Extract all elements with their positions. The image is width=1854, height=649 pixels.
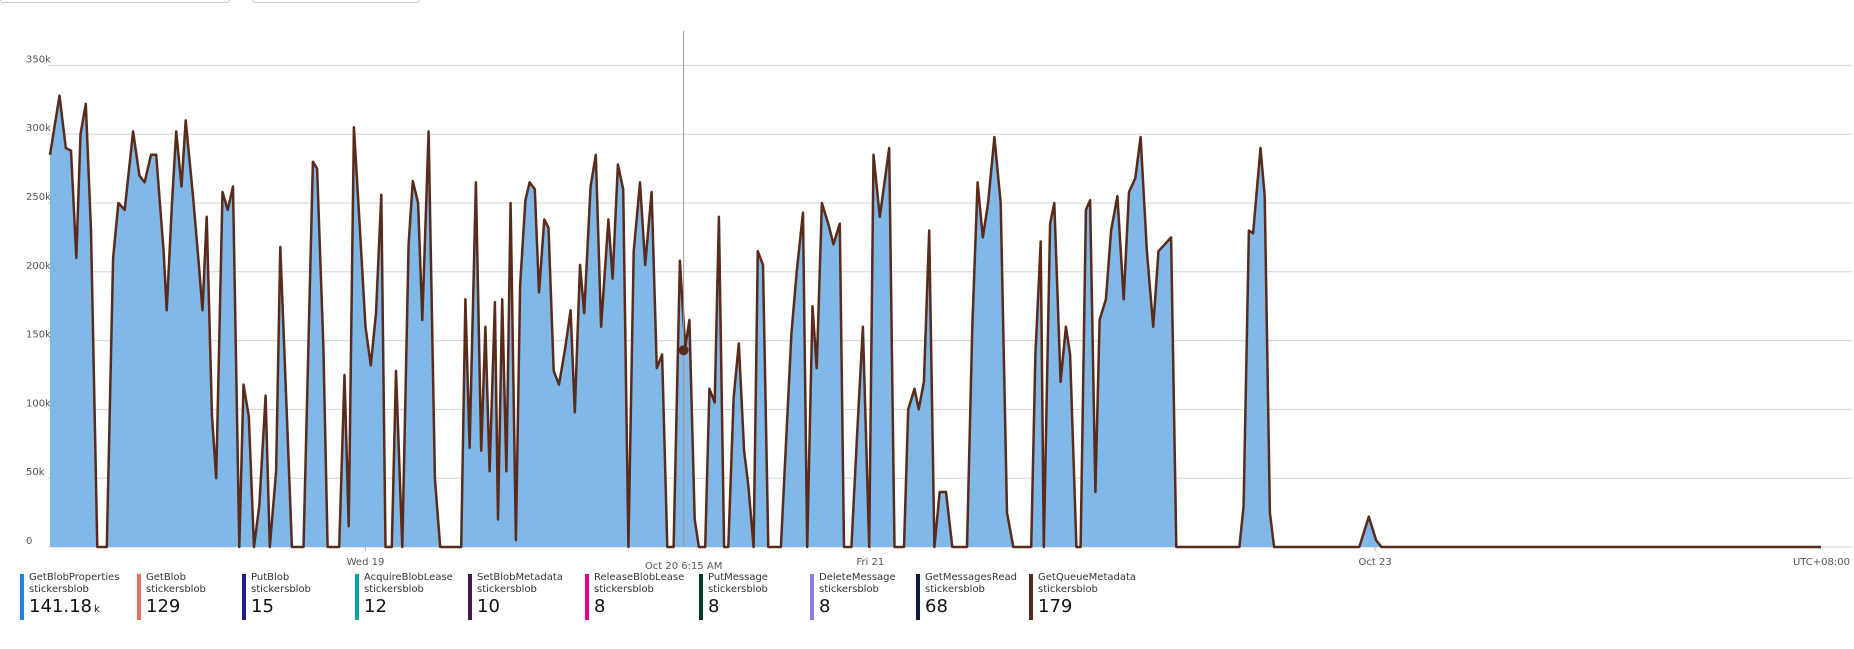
legend-item[interactable]: GetBlobProperties stickersblob 141.18 k (20, 572, 119, 620)
tab[interactable] (252, 0, 420, 3)
y-tick-label: 300k (26, 123, 51, 134)
legend-resource: stickersblob (477, 584, 537, 595)
legend-name: DeleteMessage (819, 572, 896, 583)
legend-item[interactable]: PutBlob stickersblob 15 (242, 572, 311, 620)
legend-value: 8 (708, 596, 720, 617)
legend-item[interactable]: PutMessage stickersblob 8 (699, 572, 768, 620)
legend-name: GetBlob (146, 572, 186, 583)
legend-swatch (20, 574, 24, 620)
legend-resource: stickersblob (146, 584, 206, 595)
tab[interactable] (0, 0, 230, 3)
legend-resource: stickersblob (925, 584, 985, 595)
legend-item[interactable]: GetQueueMetadata stickersblob 179 (1029, 572, 1136, 620)
legend-swatch (355, 574, 359, 620)
x-tick-label: Wed 19 (347, 557, 385, 568)
legend-resource: stickersblob (29, 584, 89, 595)
cursor-label: Oct 20 6:15 AM (645, 561, 722, 570)
legend-name: PutMessage (708, 572, 768, 583)
legend-name: SetBlobMetadata (477, 572, 563, 583)
legend-value: 10 (477, 596, 500, 617)
legend-name: PutBlob (251, 572, 290, 583)
legend-item[interactable]: SetBlobMetadata stickersblob 10 (468, 572, 563, 620)
legend-swatch (242, 574, 246, 620)
legend-value: 8 (594, 596, 606, 617)
legend-value: 8 (819, 596, 831, 617)
y-tick-label: 350k (26, 54, 51, 65)
legend-item[interactable]: GetMessagesRead stickersblob 68 (916, 572, 1017, 620)
legend-swatch (810, 574, 814, 620)
legend-swatch (916, 574, 920, 620)
legend-value: 68 (925, 596, 948, 617)
chart: UTC+08:00 0 50k 100k 150k 200k 250k 300k 350k We… (26, 31, 1852, 570)
cursor-dot (678, 345, 689, 356)
legend-name: GetQueueMetadata (1038, 572, 1137, 583)
timezone: UTC+08:00 (1793, 557, 1850, 568)
legend-value: 12 (364, 596, 387, 617)
legend-unit: k (93, 604, 100, 615)
legend-name: GetBlobProperties (29, 572, 120, 583)
legend-resource: stickersblob (251, 584, 311, 595)
legend-name: AcquireBlobLease (364, 572, 453, 583)
legend-value: 129 (146, 596, 181, 617)
legend: GetBlobProperties stickersblob 141.18 k GetB… (0, 572, 1854, 642)
legend-swatch (585, 574, 589, 620)
legend-resource: stickersblob (1038, 584, 1098, 595)
x-tick-label: Fri 21 (856, 557, 884, 568)
legend-swatch (137, 574, 141, 620)
x-tick-label: Oct 23 (1358, 557, 1391, 568)
legend-swatch (468, 574, 472, 620)
area (50, 95, 1821, 547)
legend-resource: stickersblob (708, 584, 768, 595)
y-tick-label: 250k (26, 192, 51, 203)
legend-value: 141.18 k (29, 596, 100, 617)
y-tick-label: 50k (26, 467, 45, 478)
legend-value: 15 (251, 596, 274, 617)
legend-swatch (699, 574, 703, 620)
line (48, 94, 1821, 549)
y-tick-label: 200k (26, 261, 51, 272)
legend-value: 179 (1038, 596, 1073, 617)
legend-resource: stickersblob (594, 584, 654, 595)
y-tick-label: 150k (26, 330, 51, 341)
legend-name: ReleaseBlobLease (594, 572, 685, 583)
legend-item[interactable]: ReleaseBlobLease stickersblob 8 (585, 572, 684, 620)
legend-swatch (1029, 574, 1033, 620)
legend-resource: stickersblob (819, 584, 879, 595)
legend-item[interactable]: DeleteMessage stickersblob 8 (810, 572, 896, 620)
legend-item[interactable]: AcquireBlobLease stickersblob 12 (355, 572, 453, 620)
y-tick-label: 100k (26, 398, 51, 409)
legend-item[interactable]: GetBlob stickersblob 129 (137, 572, 206, 620)
legend-name: GetMessagesRead (925, 572, 1017, 583)
y-tick-label: 0 (26, 536, 32, 547)
legend-resource: stickersblob (364, 584, 424, 595)
